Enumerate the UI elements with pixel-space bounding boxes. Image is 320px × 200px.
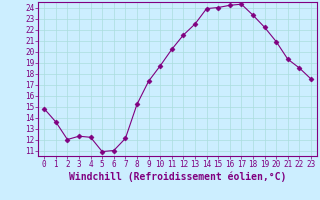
X-axis label: Windchill (Refroidissement éolien,°C): Windchill (Refroidissement éolien,°C) [69, 172, 286, 182]
